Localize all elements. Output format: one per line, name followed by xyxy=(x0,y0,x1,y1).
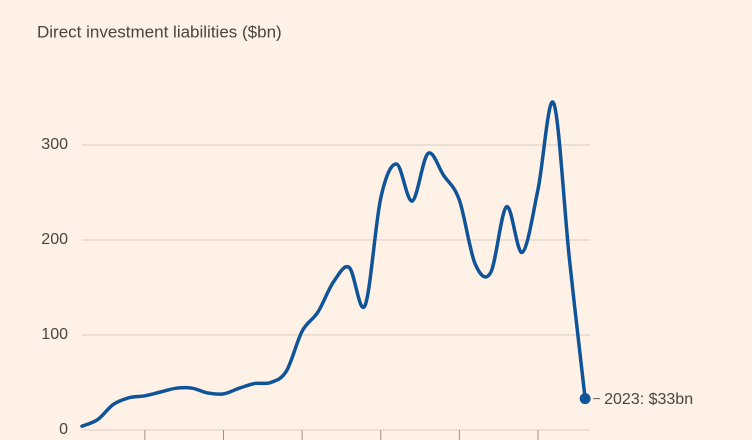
y-tick-label: 100 xyxy=(41,326,68,343)
data-line xyxy=(80,100,587,428)
y-tick-label: 300 xyxy=(41,136,68,153)
y-tick-label: 0 xyxy=(59,421,68,438)
annotation: 2023: $33bn xyxy=(604,391,693,408)
chart-title: Direct investment liabilities ($bn) xyxy=(37,22,282,41)
end-point xyxy=(579,393,591,405)
y-tick-label: 200 xyxy=(41,231,68,248)
